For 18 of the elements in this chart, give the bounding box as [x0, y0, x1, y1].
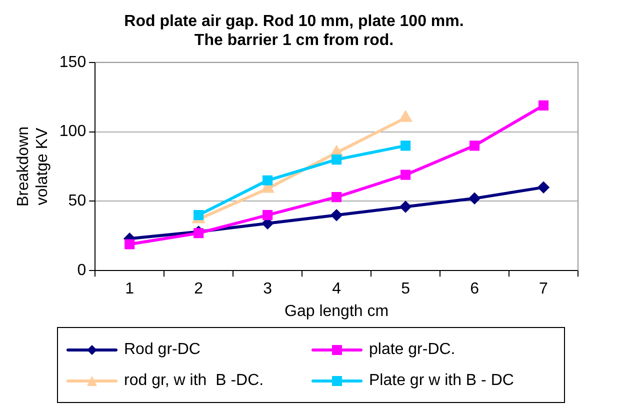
legend-label: rod gr, w ith B -DC. — [124, 372, 264, 390]
x-tick-label: 2 — [194, 280, 204, 298]
legend-label: plate gr-DC. — [369, 340, 456, 358]
legend-label: Rod gr-DC — [124, 340, 200, 358]
y-axis-title: Breakdown volatge KV — [15, 126, 52, 207]
y-tick-label: 100 — [59, 123, 86, 140]
y-tick-label: 50 — [68, 192, 86, 210]
y-tick-label: 150 — [59, 54, 86, 71]
x-axis-title: Gap length cm — [284, 302, 389, 320]
x-tick-label: 1 — [125, 280, 134, 298]
x-tick-label: 4 — [332, 280, 342, 298]
chart-title: Rod plate air gap. Rod 10 mm, plate 100 mm. The barrier 1 cm from rod. — [124, 13, 464, 50]
x-tick-label: 6 — [470, 280, 480, 298]
legend-label: Plate gr w ith B - DC — [369, 372, 514, 390]
y-tick-label: 0 — [77, 262, 86, 280]
x-tick-label: 3 — [263, 280, 272, 298]
x-tick-label: 7 — [539, 280, 548, 298]
x-tick-label: 5 — [401, 280, 410, 298]
